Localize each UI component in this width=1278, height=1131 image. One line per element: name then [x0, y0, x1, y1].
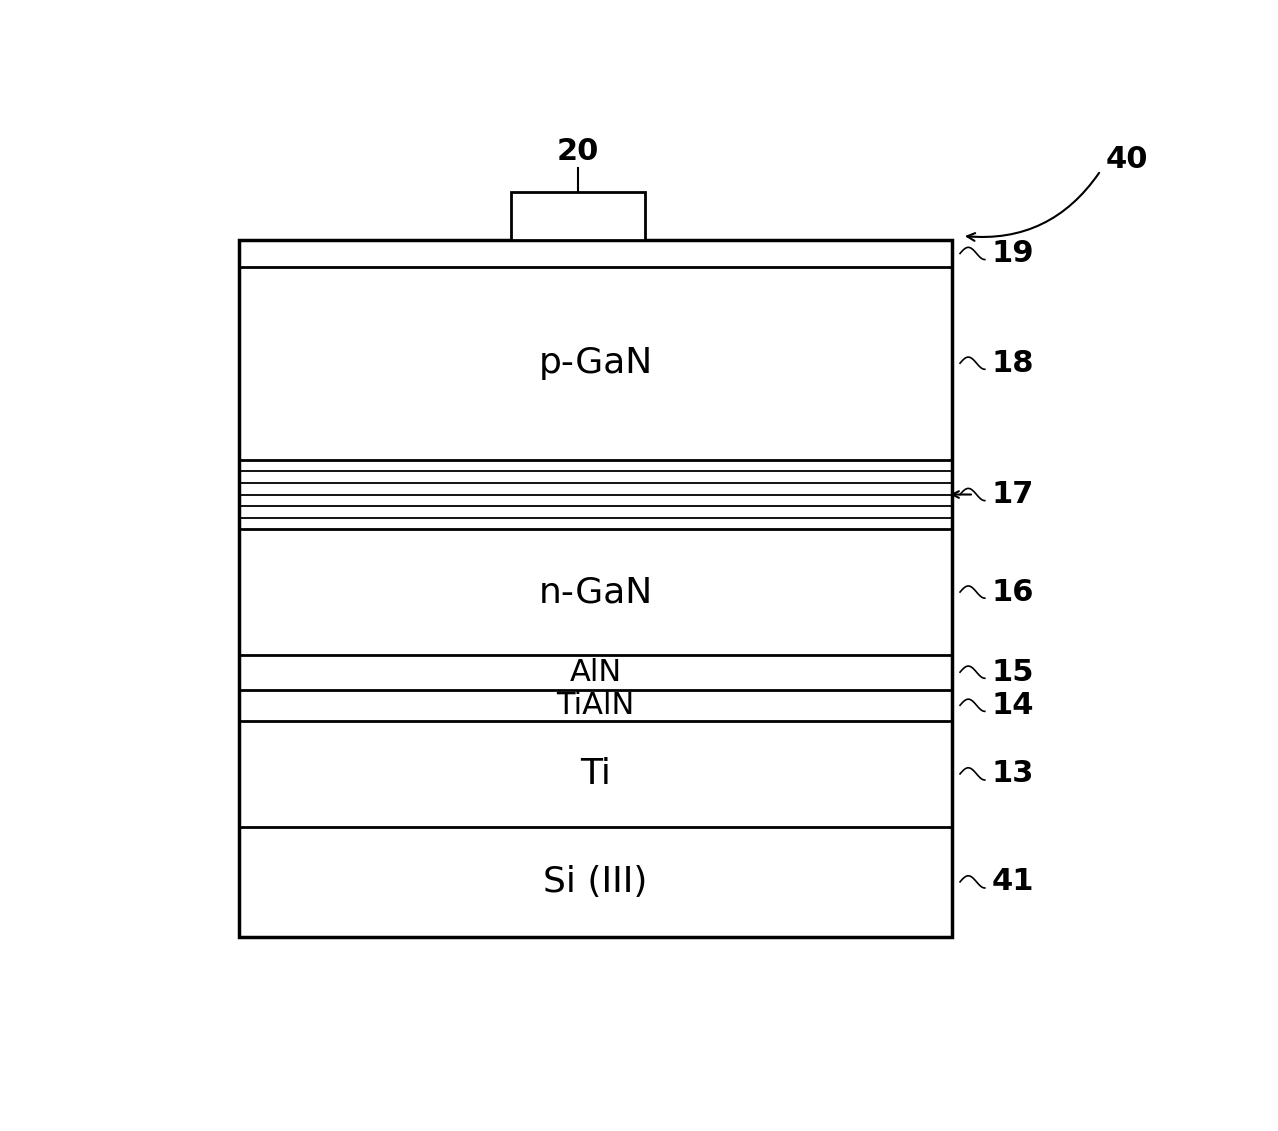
Text: 41: 41	[992, 867, 1034, 897]
Text: TiAlN: TiAlN	[556, 691, 635, 719]
Text: n-GaN: n-GaN	[538, 575, 653, 610]
Text: 15: 15	[992, 657, 1034, 687]
Text: 14: 14	[992, 691, 1034, 719]
Text: 13: 13	[992, 759, 1034, 788]
Text: 18: 18	[992, 348, 1034, 378]
Text: AlN: AlN	[570, 657, 621, 687]
Bar	[239, 240, 952, 936]
Text: 16: 16	[992, 578, 1034, 606]
Text: 40: 40	[1105, 145, 1148, 174]
Text: 19: 19	[992, 239, 1034, 268]
Text: Si (III): Si (III)	[543, 865, 648, 899]
Text: 20: 20	[556, 137, 599, 166]
Text: 17: 17	[992, 480, 1034, 509]
Text: Ti: Ti	[580, 757, 611, 791]
Text: p-GaN: p-GaN	[538, 346, 653, 380]
Bar	[511, 192, 645, 240]
